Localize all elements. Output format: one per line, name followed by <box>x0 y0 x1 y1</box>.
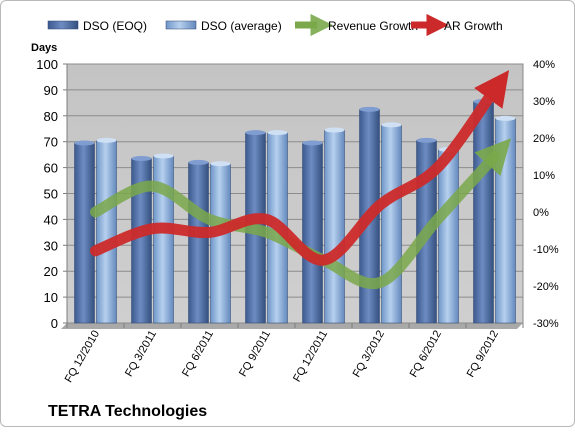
bar-body <box>381 124 402 324</box>
bar-body <box>96 140 117 324</box>
bar-top <box>324 127 345 133</box>
x-tick-label: FQ 6/2011 <box>180 329 216 379</box>
chart-title: TETRA Technologies <box>48 403 207 420</box>
legend-swatch <box>47 20 79 30</box>
y2-tick-label: 0% <box>533 207 549 219</box>
bar-top <box>153 153 174 159</box>
bar-top <box>74 140 95 146</box>
y-axis-title: Days <box>31 42 57 54</box>
legend-item-dso-average: DSO (average) <box>165 19 282 33</box>
plot-floor <box>61 323 523 329</box>
bar-dso-eoq <box>74 140 95 324</box>
x-tick-label: FQ 9/2012 <box>465 329 501 380</box>
legend-label: AR Growth <box>444 19 503 33</box>
bar-top <box>267 130 288 136</box>
x-tick-label: FQ 12/2010 <box>63 329 102 385</box>
bar-body <box>495 118 516 324</box>
y2-tick-label: 30% <box>533 96 555 108</box>
bar-top <box>188 159 209 165</box>
y-tick-label: 30 <box>44 238 58 253</box>
y-tick-label: 40 <box>44 212 58 227</box>
x-tick-label: FQ 3/2011 <box>123 329 159 379</box>
legend-label: Revenue Growth <box>328 19 418 33</box>
y2-tick-label: -30% <box>533 318 559 330</box>
legend-swatch <box>165 20 197 30</box>
x-tick-label: FQ 12/2011 <box>291 329 330 385</box>
bar-body <box>324 129 345 324</box>
bar-top <box>381 122 402 128</box>
bar-dso-average <box>153 153 174 324</box>
y-tick-label: 70 <box>44 135 58 150</box>
line-ar-growth <box>90 70 510 266</box>
x-axis: FQ 12/2010 FQ 3/2011 FQ 6/2011 FQ 9/2011 FQ … <box>63 323 524 385</box>
legend-item-dso-eoq: DSO (EOQ) <box>47 19 147 33</box>
bar-dso-eoq <box>302 140 323 324</box>
growth-lines <box>90 70 512 290</box>
y-tick-label: 20 <box>44 264 58 279</box>
y-tick-label: 10 <box>44 290 58 305</box>
y-tick-label: 100 <box>36 57 58 72</box>
bar-top <box>210 161 231 167</box>
bar-dso-average <box>210 161 231 324</box>
y2-tick-label: 10% <box>533 170 555 182</box>
bar-top <box>96 137 117 143</box>
bar-dso-average <box>438 146 459 324</box>
y-tick-label: 50 <box>44 187 58 202</box>
legend-item-ar-growth: AR Growth <box>411 13 503 37</box>
bar-top <box>131 156 152 162</box>
legend-label: DSO (EOQ) <box>83 19 147 33</box>
x-tick-label: FQ 6/2012 <box>408 329 444 380</box>
bar-body <box>438 149 459 324</box>
bar-top <box>359 106 380 112</box>
bar-body <box>153 155 174 324</box>
legend: DSO (EOQ) DSO (average) Revenue Growth AR G… <box>47 13 503 37</box>
y2-tick-label: -20% <box>533 281 559 293</box>
y-axis-right: -30% -20% -10% 0% 10% 20% 30% 40% <box>533 59 559 330</box>
bar-dso-average <box>381 122 402 324</box>
bar-top <box>302 140 323 146</box>
x-tick-label: FQ 3/2012 <box>351 329 387 380</box>
bar-body <box>302 142 323 324</box>
bar-body <box>74 142 95 324</box>
bar-dso-eoq <box>473 99 494 324</box>
bar-body <box>210 163 231 324</box>
y-axis-left: 0 10 20 30 40 50 60 70 80 90 100 <box>36 57 67 331</box>
bar-dso-average <box>96 137 117 324</box>
legend-label: DSO (average) <box>201 19 282 33</box>
bar-top <box>245 130 266 136</box>
y-tick-label: 60 <box>44 161 58 176</box>
bar-body <box>188 162 209 324</box>
y-tick-label: 80 <box>44 109 58 124</box>
y-tick-label: 90 <box>44 83 58 98</box>
bar-top <box>416 137 437 143</box>
y2-tick-label: -10% <box>533 244 559 256</box>
bar-top <box>495 115 516 121</box>
bar-body <box>473 101 494 324</box>
bar-dso-average <box>324 127 345 324</box>
y2-tick-label: 20% <box>533 133 555 145</box>
y-tick-label: 0 <box>51 316 58 331</box>
y2-tick-label: 40% <box>533 59 555 71</box>
bar-dso-average <box>495 115 516 324</box>
x-tick-label: FQ 9/2011 <box>237 329 273 379</box>
bar-dso-eoq <box>188 159 209 324</box>
legend-item-revenue-growth: Revenue Growth <box>295 13 418 37</box>
bars <box>74 99 516 324</box>
